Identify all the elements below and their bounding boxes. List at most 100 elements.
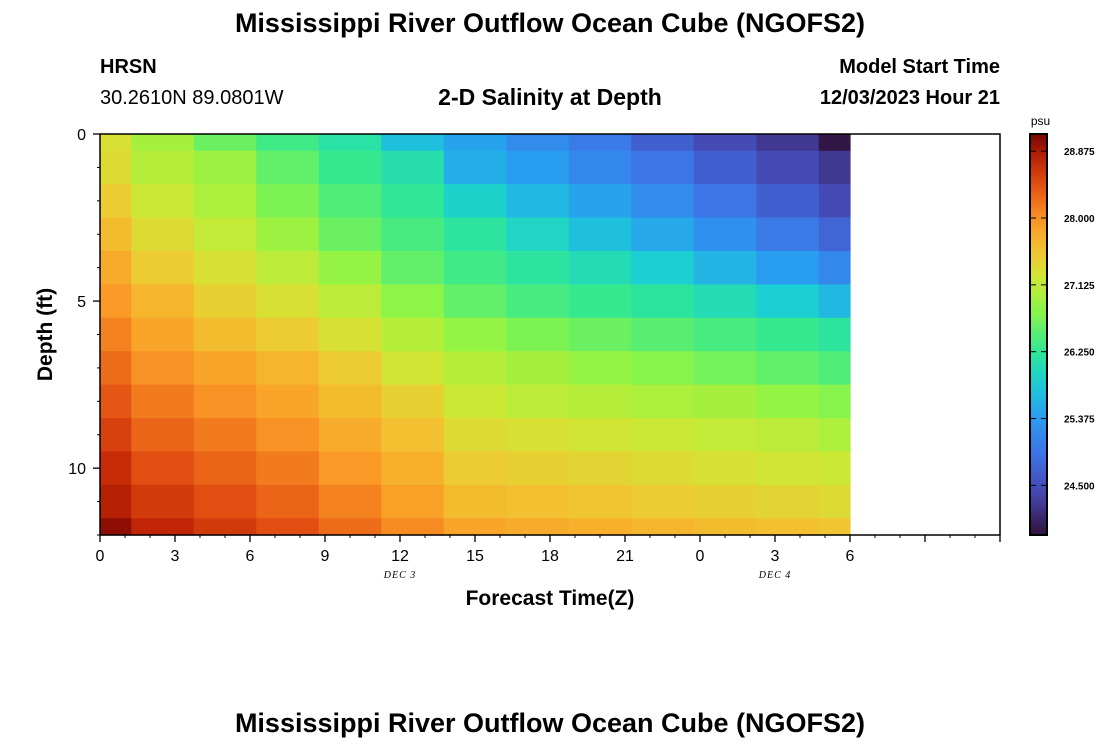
- heatmap-cell: [756, 484, 820, 519]
- heatmap-cell: [318, 317, 382, 352]
- heatmap-cell: [443, 184, 507, 219]
- heatmap-cell: [693, 184, 757, 219]
- heatmap-cell: [443, 250, 507, 285]
- heatmap-cell: [100, 134, 132, 152]
- heatmap-cell: [256, 150, 320, 185]
- heatmap-cell: [631, 484, 695, 519]
- heatmap-cell: [818, 217, 851, 252]
- heatmap-cell: [693, 484, 757, 519]
- heatmap-cell: [318, 150, 382, 185]
- heatmap-cell: [193, 484, 257, 519]
- heatmap-cell: [381, 250, 445, 285]
- heatmap-cell: [818, 250, 851, 285]
- heatmap-cell: [631, 451, 695, 486]
- heatmap-cell: [506, 250, 570, 285]
- heatmap-cell: [193, 250, 257, 285]
- heatmap-cell: [818, 317, 851, 352]
- heatmap-cell: [506, 351, 570, 386]
- heatmap-cell: [443, 384, 507, 419]
- x-tick-label: 3: [771, 548, 780, 565]
- heatmap-cell: [100, 351, 132, 386]
- x-tick-label: 21: [616, 548, 634, 565]
- heatmap-cell: [818, 484, 851, 519]
- heatmap-cell: [318, 351, 382, 386]
- heatmap-cell: [756, 317, 820, 352]
- heatmap-cell: [318, 484, 382, 519]
- heatmap-cell: [506, 451, 570, 486]
- heatmap-cell: [693, 351, 757, 386]
- heatmap-cell: [100, 451, 132, 486]
- heatmap-cell: [318, 217, 382, 252]
- heatmap-cell: [818, 351, 851, 386]
- heatmap-cell: [193, 451, 257, 486]
- heatmap-cell: [568, 134, 632, 152]
- heatmap-cell: [631, 134, 695, 152]
- heatmap-cell: [443, 451, 507, 486]
- heatmap-cell: [756, 284, 820, 319]
- heatmap-cell: [443, 317, 507, 352]
- heatmap-cell: [506, 150, 570, 185]
- heatmap-cell: [693, 284, 757, 319]
- heatmap-cell: [818, 150, 851, 185]
- heatmap-cell: [256, 317, 320, 352]
- heatmap-cell: [693, 150, 757, 185]
- x-tick-label: 0: [696, 548, 705, 565]
- heatmap-cell: [381, 518, 445, 536]
- heatmap-cell: [443, 518, 507, 536]
- heatmap-cell: [631, 284, 695, 319]
- heatmap-cell: [193, 284, 257, 319]
- heatmap-cell: [318, 184, 382, 219]
- heatmap-cell: [568, 484, 632, 519]
- heatmap-cell: [506, 284, 570, 319]
- heatmap-cell: [193, 150, 257, 185]
- heatmap-cell: [506, 317, 570, 352]
- heatmap-cell: [256, 351, 320, 386]
- heatmap-cell: [568, 284, 632, 319]
- heatmap-cell: [568, 250, 632, 285]
- station-coordinates: 30.2610N 89.0801W: [100, 87, 284, 109]
- heatmap-cell: [443, 217, 507, 252]
- x-axis-label: Forecast Time(Z): [466, 587, 635, 610]
- heatmap-cell: [818, 518, 851, 536]
- heatmap-cell: [193, 217, 257, 252]
- heatmap-cell: [756, 184, 820, 219]
- heatmap-cell: [131, 250, 195, 285]
- heatmap-cell: [631, 250, 695, 285]
- heatmap-cell: [131, 484, 195, 519]
- colorbar-tick-label: 24.500: [1064, 481, 1095, 492]
- heatmap-cell: [693, 250, 757, 285]
- heatmap-cell: [381, 484, 445, 519]
- heatmap-cell: [100, 150, 132, 185]
- heatmap-cell: [568, 317, 632, 352]
- heatmap-cell: [631, 184, 695, 219]
- heatmap-cell: [818, 384, 851, 419]
- heatmap-cell: [693, 317, 757, 352]
- heatmap-cell: [193, 384, 257, 419]
- heatmap-cell: [631, 317, 695, 352]
- heatmap-cell: [100, 250, 132, 285]
- heatmap-cell: [256, 284, 320, 319]
- colorbar-gradient: [1029, 133, 1048, 536]
- heatmap-cell: [381, 134, 445, 152]
- heatmap-cell: [506, 184, 570, 219]
- heatmap-cell: [568, 384, 632, 419]
- heatmap-cell: [443, 484, 507, 519]
- heatmap-cell: [631, 418, 695, 453]
- heatmap-cell: [131, 384, 195, 419]
- heatmap-cell: [131, 134, 195, 152]
- heatmap-cell: [631, 384, 695, 419]
- x-tick-label: 9: [321, 548, 330, 565]
- heatmap-cell: [193, 518, 257, 536]
- station-name: HRSN: [100, 56, 157, 78]
- heatmap-cell: [693, 451, 757, 486]
- heatmap-cell: [693, 217, 757, 252]
- heatmap-cell: [131, 317, 195, 352]
- heatmap-cell: [756, 518, 820, 536]
- heatmap-cell: [506, 418, 570, 453]
- heatmap-cell: [506, 384, 570, 419]
- heatmap-cell: [100, 217, 132, 252]
- heatmap-cell: [193, 351, 257, 386]
- y-axis: 0 5 10: [68, 127, 100, 536]
- heatmap-cell: [318, 451, 382, 486]
